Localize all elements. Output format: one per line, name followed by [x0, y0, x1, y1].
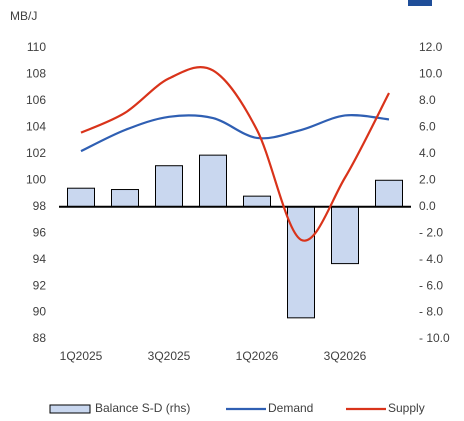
- y-tick-label: 104: [26, 120, 46, 134]
- y-tick-label: 90: [33, 305, 47, 319]
- y2-tick-label: - 8.0: [419, 305, 443, 319]
- y-tick-label: 92: [33, 278, 47, 292]
- y2-tick-label: 10.0: [419, 67, 443, 81]
- y2-tick-label: - 2.0: [419, 225, 443, 239]
- y2-tick-label: 12.0: [419, 40, 443, 54]
- y2-tick-label: 0.0: [419, 199, 436, 213]
- y2-tick-label: - 6.0: [419, 278, 443, 292]
- y2-tick-label: 2.0: [419, 172, 436, 186]
- bar: [155, 165, 183, 208]
- y-tick-label: 110: [27, 40, 46, 54]
- y2-tick-label: - 10.0: [419, 331, 450, 345]
- bar: [287, 206, 315, 319]
- y2-tick-label: 6.0: [419, 120, 436, 134]
- x-tick-label: 1Q2026: [236, 349, 279, 363]
- y-tick-label: 96: [33, 225, 47, 239]
- legend-swatch: [49, 404, 91, 414]
- bar: [199, 154, 227, 208]
- y2-tick-label: 8.0: [419, 93, 436, 107]
- legend-label: Demand: [268, 401, 313, 415]
- y-axis-unit: MB/J: [10, 9, 37, 23]
- y-tick-label: 102: [26, 146, 46, 160]
- bar: [67, 187, 95, 208]
- y2-tick-label: - 4.0: [419, 252, 443, 266]
- y2-tick-label: 4.0: [419, 146, 436, 160]
- bar: [375, 179, 403, 208]
- line: [80, 113, 390, 153]
- y-tick-label: 108: [26, 67, 46, 81]
- x-tick-label: 3Q2026: [324, 349, 367, 363]
- y-tick-label: 106: [26, 93, 46, 107]
- bar: [243, 195, 271, 208]
- line: [80, 66, 390, 242]
- x-tick-label: 3Q2025: [148, 349, 191, 363]
- legend-label: Supply: [388, 401, 425, 415]
- y-tick-label: 94: [33, 252, 47, 266]
- bar: [331, 206, 359, 265]
- y-tick-label: 88: [33, 331, 47, 345]
- x-tick-label: 1Q2025: [60, 349, 103, 363]
- bar: [111, 189, 139, 208]
- corner-decoration: [408, 0, 432, 6]
- y-tick-label: 100: [26, 172, 46, 186]
- y-tick-label: 98: [33, 199, 47, 213]
- legend-label: Balance S-D (rhs): [95, 401, 190, 415]
